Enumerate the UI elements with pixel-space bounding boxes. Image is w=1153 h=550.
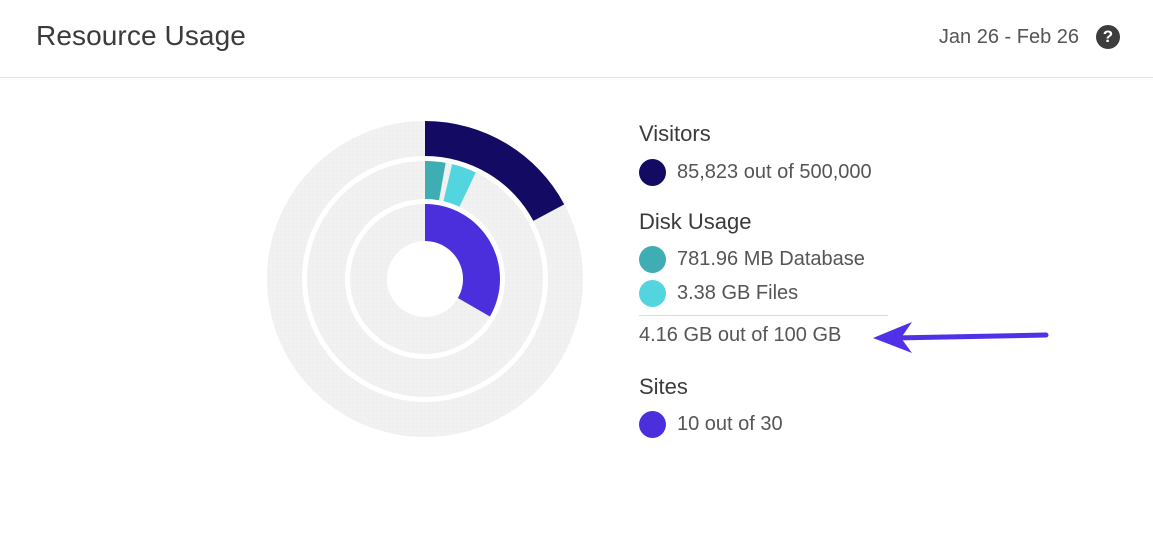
sites-arc[interactable] [425,204,501,317]
question-icon[interactable]: ? [1096,25,1120,49]
files-legend-item: 3.38 GB Files [639,279,798,307]
database-color-dot [639,245,666,273]
visitors-legend-item: 85,823 out of 500,000 [639,158,872,186]
disk-usage-title: Disk Usage [639,209,752,234]
database-legend-item: 781.96 MB Database [639,245,865,273]
sites-color-dot [639,410,666,438]
card-header: Resource Usage Jan 26 - Feb 26 ? [0,0,1153,78]
visitors-value: 85,823 out of 500,000 [677,160,872,183]
usage-radial-chart [267,121,583,438]
date-range[interactable]: Jan 26 - Feb 26 [938,26,1079,48]
visitors-arc[interactable] [425,121,565,221]
files-arc[interactable] [443,164,476,207]
visitors-title: Visitors [639,121,711,146]
card-title: Resource Usage [36,20,246,51]
sites-value: 10 out of 30 [677,412,783,435]
database-arc[interactable] [425,161,446,201]
files-value: 3.38 GB Files [677,281,799,304]
files-color-dot [639,279,666,307]
visitors-color-dot [639,158,666,186]
disk-usage-divider [639,315,888,316]
sites-title: Sites [639,374,688,399]
chart-segments [425,121,565,317]
arrow-annotation-icon [873,322,1049,353]
sites-legend-item: 10 out of 30 [639,410,783,438]
middle-ring-track [306,161,543,397]
disk-usage-total: 4.16 GB out of 100 GB [639,324,842,346]
database-value: 781.96 MB Database [677,247,865,270]
